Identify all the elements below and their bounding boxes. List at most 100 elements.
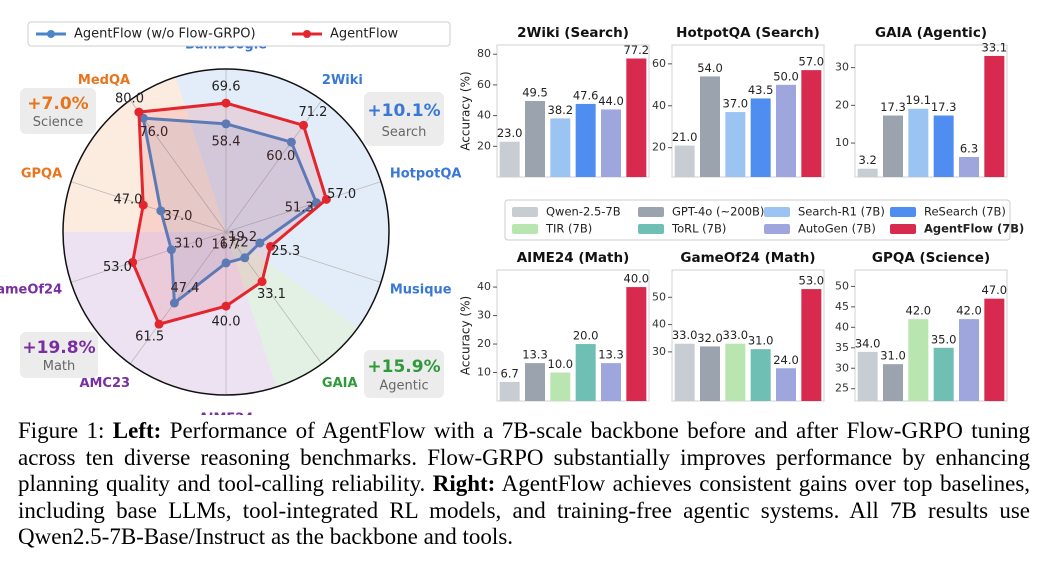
bar bbox=[857, 168, 878, 177]
spoke bbox=[129, 231, 227, 365]
value-label: 6.7 bbox=[501, 366, 519, 380]
value-label: 20.0 bbox=[573, 329, 599, 343]
subplot-title: GameOf24 (Math) bbox=[680, 250, 815, 266]
point bbox=[257, 277, 267, 287]
legend-label: Search-R1 (7B) bbox=[798, 205, 885, 219]
value-label: 43.5 bbox=[748, 83, 774, 97]
plot-frame bbox=[854, 269, 1008, 402]
annotation-gain: +7.0% bbox=[27, 94, 88, 114]
bar bbox=[700, 346, 720, 401]
value-label: 58.4 bbox=[212, 134, 241, 149]
axis-label: AMC23 bbox=[79, 376, 130, 391]
value-label: 44.0 bbox=[598, 94, 624, 108]
annotation-label: Science bbox=[33, 115, 83, 130]
legend-marker bbox=[47, 30, 55, 38]
legend-box bbox=[27, 21, 451, 47]
value-label: 24.0 bbox=[773, 353, 799, 367]
legend-label: ToRL (7B) bbox=[671, 222, 726, 236]
spoke bbox=[129, 99, 227, 233]
y-tick-label: 20 bbox=[835, 98, 849, 111]
y-tick-label: 30 bbox=[835, 61, 849, 74]
value-label: 34.0 bbox=[855, 336, 881, 350]
value-label: 47.4 bbox=[170, 281, 199, 296]
legend-label: GPT-4o (~200B) bbox=[672, 205, 764, 219]
y-tick-label: 60 bbox=[477, 78, 491, 91]
bar bbox=[575, 344, 596, 401]
legend-label: AgentFlow bbox=[330, 27, 399, 42]
value-label: 6.3 bbox=[960, 142, 978, 156]
y-tick-label: 10 bbox=[477, 366, 491, 379]
subplot-title: GPQA (Science) bbox=[872, 250, 990, 266]
bar bbox=[674, 145, 695, 177]
value-label: 31.0 bbox=[174, 237, 203, 252]
value-label: 3.2 bbox=[859, 153, 877, 167]
value-label: 54.0 bbox=[697, 61, 723, 75]
value-label: 40.0 bbox=[212, 315, 241, 330]
value-label: 37.0 bbox=[723, 97, 749, 111]
point bbox=[255, 238, 265, 248]
y-tick-label: 40 bbox=[477, 109, 491, 122]
y-tick-label: 80 bbox=[477, 47, 491, 60]
bar bbox=[499, 141, 520, 177]
subplot-title: AIME24 (Math) bbox=[517, 250, 630, 266]
point bbox=[134, 107, 144, 117]
plot-frame bbox=[671, 269, 825, 402]
legend-swatch bbox=[512, 224, 538, 234]
annotation-label: Math bbox=[43, 359, 76, 374]
plot-frame bbox=[496, 44, 650, 178]
annotation-box bbox=[364, 350, 444, 398]
value-label: 17.3 bbox=[931, 100, 957, 114]
value-label: 80.0 bbox=[115, 92, 144, 107]
sector bbox=[63, 136, 226, 232]
point bbox=[156, 206, 166, 216]
point bbox=[166, 245, 176, 255]
bar bbox=[601, 109, 621, 177]
value-label: 53.0 bbox=[103, 260, 132, 275]
bar bbox=[626, 287, 647, 401]
bar bbox=[575, 103, 596, 177]
y-tick-label: 35 bbox=[835, 341, 849, 354]
value-label: 33.0 bbox=[672, 328, 698, 342]
y-tick-label: 40 bbox=[477, 280, 491, 293]
sector bbox=[226, 232, 358, 388]
point bbox=[221, 98, 231, 108]
point bbox=[128, 257, 138, 267]
point bbox=[299, 120, 309, 130]
spoke bbox=[70, 181, 227, 233]
value-label: 49.5 bbox=[522, 86, 548, 100]
y-axis-label: Accuracy (%) bbox=[459, 71, 473, 150]
value-label: 77.2 bbox=[624, 43, 650, 57]
legend-label: AutoGen (7B) bbox=[798, 222, 876, 236]
value-label: 38.2 bbox=[548, 103, 574, 117]
value-label: 47.0 bbox=[114, 193, 143, 208]
bar bbox=[959, 319, 979, 401]
axis-label: GameOf24 bbox=[0, 282, 62, 297]
legend-label: AgentFlow (w/o Flow-GRPO) bbox=[74, 27, 256, 42]
figure-label: Figure 1: bbox=[18, 418, 105, 443]
value-label: 69.6 bbox=[212, 80, 241, 95]
legend-box bbox=[504, 199, 1011, 241]
sector bbox=[226, 76, 358, 233]
spoke bbox=[225, 231, 323, 365]
y-axis-label: Accuracy (%) bbox=[459, 296, 473, 375]
value-label: 76.0 bbox=[139, 125, 168, 140]
bar bbox=[984, 55, 1005, 177]
bar bbox=[601, 363, 621, 401]
value-label: 33.1 bbox=[257, 287, 286, 302]
plot-frame bbox=[496, 269, 650, 402]
bar bbox=[550, 118, 571, 177]
figure: Bamboogle2WikiHotpotQAMusiqueGAIAAIME24A… bbox=[0, 21, 1024, 415]
value-label: 25.3 bbox=[271, 244, 300, 259]
bar bbox=[984, 298, 1005, 401]
value-label: 31.0 bbox=[880, 349, 906, 363]
y-tick-label: 30 bbox=[652, 345, 666, 358]
y-tick-label: 20 bbox=[652, 141, 666, 154]
bar bbox=[499, 381, 520, 401]
bar bbox=[725, 112, 746, 177]
value-label: 33.1 bbox=[982, 40, 1008, 54]
sector bbox=[94, 76, 227, 233]
y-tick-label: 30 bbox=[835, 361, 849, 374]
value-label: 13.3 bbox=[522, 348, 548, 362]
bar bbox=[801, 70, 822, 177]
